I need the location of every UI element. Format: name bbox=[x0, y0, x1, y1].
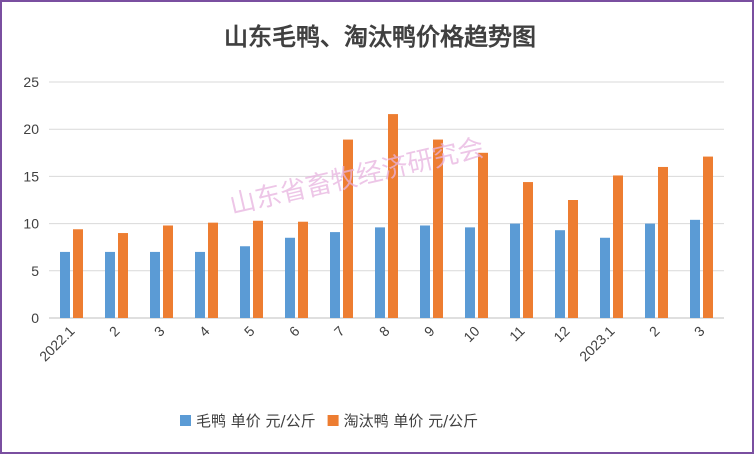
bar-taotaiya bbox=[433, 139, 443, 318]
bar-taotaiya bbox=[658, 166, 668, 318]
bar-maoya bbox=[240, 246, 250, 318]
bars bbox=[60, 114, 713, 318]
x-tick-label: 2 bbox=[646, 323, 663, 340]
bar-maoya bbox=[510, 223, 520, 318]
y-tick-label: 5 bbox=[31, 263, 39, 279]
bar-maoya bbox=[195, 251, 205, 318]
bar-taotaiya bbox=[568, 200, 578, 318]
bar-taotaiya bbox=[343, 139, 353, 318]
bar-taotaiya bbox=[163, 225, 173, 318]
bar-taotaiya bbox=[253, 220, 263, 318]
bar-taotaiya bbox=[478, 152, 488, 318]
bar-taotaiya bbox=[298, 221, 308, 318]
y-tick-label: 20 bbox=[23, 121, 39, 137]
bar-maoya bbox=[285, 237, 295, 318]
x-tick-label: 4 bbox=[196, 323, 213, 340]
chart-title: 山东毛鸭、淘汰鸭价格趋势图 bbox=[224, 23, 536, 51]
bar-taotaiya bbox=[523, 182, 533, 318]
bar-maoya bbox=[645, 223, 655, 318]
bar-maoya bbox=[330, 232, 340, 318]
bar-maoya bbox=[105, 251, 115, 318]
legend-swatch-maoya bbox=[180, 415, 191, 426]
y-tick-label: 10 bbox=[23, 216, 39, 232]
x-tick-label: 2 bbox=[106, 323, 123, 340]
bar-taotaiya bbox=[118, 233, 128, 318]
bar-maoya bbox=[690, 219, 700, 318]
x-tick-label: 3 bbox=[151, 323, 168, 340]
bar-taotaiya bbox=[388, 114, 398, 318]
bar-taotaiya bbox=[208, 222, 218, 318]
x-axis-ticks: 2022.1 2 3 4 5 6 7 8 9 10 11 12 2023.1 2 3 bbox=[36, 323, 708, 365]
bar-taotaiya bbox=[613, 175, 623, 318]
legend-label-taotaiya: 淘汰鸭 单价 元/公斤 bbox=[344, 412, 479, 430]
legend-label-maoya: 毛鸭 单价 元/公斤 bbox=[196, 412, 316, 430]
bar-taotaiya bbox=[73, 229, 83, 318]
x-tick-label: 2023.1 bbox=[576, 323, 618, 365]
watermark: 山东省畜牧经济研究会 bbox=[227, 133, 487, 221]
x-tick-label: 8 bbox=[376, 323, 393, 340]
x-tick-label: 11 bbox=[506, 323, 528, 345]
y-tick-label: 0 bbox=[31, 310, 39, 326]
x-tick-label: 9 bbox=[421, 323, 438, 340]
bar-taotaiya bbox=[703, 156, 713, 318]
legend-swatch-taotaiya bbox=[327, 415, 339, 426]
gridlines bbox=[49, 81, 724, 319]
bar-maoya bbox=[600, 237, 610, 318]
x-tick-label: 6 bbox=[286, 323, 303, 340]
bar-maoya bbox=[150, 251, 160, 318]
x-tick-label: 2022.1 bbox=[36, 323, 78, 365]
legend: 毛鸭 单价 元/公斤 淘汰鸭 单价 元/公斤 bbox=[180, 412, 478, 430]
x-tick-label: 12 bbox=[550, 323, 572, 345]
y-tick-label: 25 bbox=[23, 74, 39, 90]
bar-maoya bbox=[60, 251, 70, 318]
y-axis-ticks: 0 5 10 15 20 25 bbox=[23, 74, 39, 326]
x-tick-label: 5 bbox=[241, 323, 258, 340]
bar-maoya bbox=[465, 227, 475, 318]
x-tick-label: 3 bbox=[691, 323, 708, 340]
x-tick-label: 10 bbox=[460, 323, 482, 345]
x-tick-label: 7 bbox=[331, 323, 348, 340]
bar-maoya bbox=[555, 230, 565, 318]
bar-maoya bbox=[375, 227, 385, 318]
bar-maoya bbox=[420, 225, 430, 318]
y-tick-label: 15 bbox=[23, 168, 39, 184]
